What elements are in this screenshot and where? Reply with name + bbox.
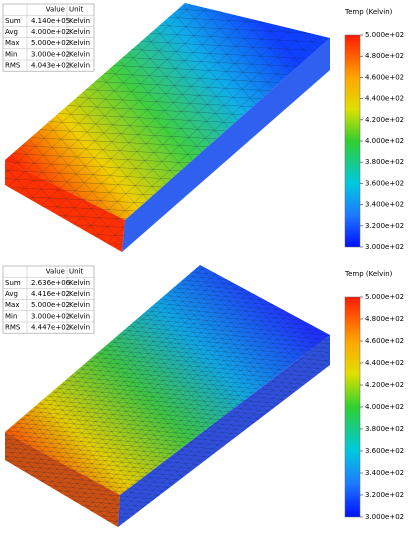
table-cell: RMS bbox=[5, 62, 21, 70]
tick-label: 3.600e+02 bbox=[365, 447, 404, 455]
table-cell: 4.043e+02 bbox=[31, 62, 70, 70]
table-cell: Min bbox=[5, 50, 17, 58]
tick-label: 4.200e+02 bbox=[365, 381, 404, 389]
model-2 bbox=[5, 265, 330, 527]
tick-label: 4.600e+02 bbox=[365, 73, 404, 81]
legend-title: Temp (Kelvin) bbox=[344, 8, 393, 16]
tick-label: 3.000e+02 bbox=[365, 243, 404, 251]
mesh bbox=[5, 3, 330, 220]
tick-label: 3.800e+02 bbox=[365, 425, 404, 433]
tick-label: 4.800e+02 bbox=[365, 315, 404, 323]
tick-label: 4.400e+02 bbox=[365, 359, 404, 367]
table-cell: Sum bbox=[5, 279, 21, 287]
tick-label: 3.200e+02 bbox=[365, 222, 404, 230]
tick-label: 5.000e+02 bbox=[365, 293, 404, 301]
table-cell: Kelvin bbox=[69, 39, 90, 47]
table-cell: 3.000e+02 bbox=[31, 312, 70, 320]
color-bar bbox=[344, 34, 361, 248]
color-bar bbox=[344, 296, 361, 518]
table-cell: Kelvin bbox=[69, 324, 90, 332]
mesh bbox=[118, 335, 330, 527]
table-cell: Kelvin bbox=[69, 62, 90, 70]
table-cell: Kelvin bbox=[69, 301, 90, 309]
tick-label: 3.400e+02 bbox=[365, 469, 404, 477]
table-cell: Avg bbox=[5, 290, 18, 298]
table-cell: Avg bbox=[5, 28, 18, 36]
column-header: Unit bbox=[69, 268, 84, 276]
table-cell: Kelvin bbox=[69, 50, 90, 58]
tick-label: 4.200e+02 bbox=[365, 116, 404, 124]
table-cell: 2.636e+06 bbox=[31, 279, 71, 287]
tick-label: 3.000e+02 bbox=[365, 513, 404, 521]
tick-label: 4.600e+02 bbox=[365, 337, 404, 345]
tick-label: 3.600e+02 bbox=[365, 179, 404, 187]
mesh bbox=[5, 160, 125, 252]
table-cell: Min bbox=[5, 312, 17, 320]
column-header: Value bbox=[46, 268, 65, 276]
column-header: Value bbox=[46, 6, 65, 14]
table-cell: Kelvin bbox=[69, 312, 90, 320]
model-1 bbox=[5, 3, 330, 252]
table-cell: Max bbox=[5, 301, 19, 309]
table-cell: Kelvin bbox=[69, 279, 90, 287]
table-cell: Kelvin bbox=[69, 290, 90, 298]
table-cell: 5.000e+02 bbox=[31, 39, 70, 47]
column-header: Unit bbox=[69, 6, 84, 14]
mesh bbox=[5, 265, 330, 495]
table-cell: Max bbox=[5, 39, 19, 47]
tick-label: 3.800e+02 bbox=[365, 158, 404, 166]
table-cell: RMS bbox=[5, 324, 21, 332]
tick-label: 4.000e+02 bbox=[365, 403, 404, 411]
tick-label: 4.400e+02 bbox=[365, 95, 404, 103]
tick-label: 4.800e+02 bbox=[365, 52, 404, 60]
table-cell: Kelvin bbox=[69, 17, 90, 25]
table-cell: 5.000e+02 bbox=[31, 301, 70, 309]
table-cell: 4.416e+02 bbox=[31, 290, 70, 298]
tick-label: 4.000e+02 bbox=[365, 137, 404, 145]
table-cell: Kelvin bbox=[69, 28, 90, 36]
tick-label: 3.200e+02 bbox=[365, 491, 404, 499]
tick-label: 3.400e+02 bbox=[365, 201, 404, 209]
legend-title: Temp (Kelvin) bbox=[344, 270, 393, 278]
table-cell: 4.000e+02 bbox=[31, 28, 70, 36]
mesh bbox=[5, 432, 120, 527]
table-cell: Sum bbox=[5, 17, 21, 25]
table-cell: 3.000e+02 bbox=[31, 50, 70, 58]
tick-label: 5.000e+02 bbox=[365, 31, 404, 39]
table-cell: 4.447e+02 bbox=[31, 324, 70, 332]
table-cell: 4.140e+05 bbox=[31, 17, 70, 25]
side-face bbox=[122, 38, 330, 252]
